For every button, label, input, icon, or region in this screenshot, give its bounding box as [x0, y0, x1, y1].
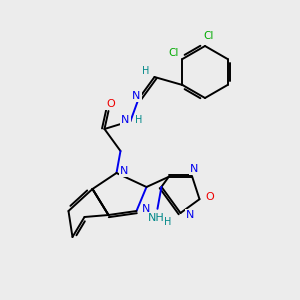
Text: NH: NH: [148, 213, 165, 223]
Text: N: N: [190, 164, 198, 174]
Text: H: H: [135, 115, 142, 125]
Text: Cl: Cl: [204, 31, 214, 41]
Text: N: N: [120, 166, 129, 176]
Text: N: N: [121, 115, 130, 125]
Text: N: N: [142, 204, 151, 214]
Text: N: N: [132, 91, 141, 101]
Text: O: O: [106, 99, 115, 109]
Text: Cl: Cl: [168, 48, 179, 58]
Text: H: H: [142, 66, 149, 76]
Text: O: O: [205, 192, 214, 202]
Text: N: N: [186, 210, 195, 220]
Text: H: H: [164, 217, 171, 227]
